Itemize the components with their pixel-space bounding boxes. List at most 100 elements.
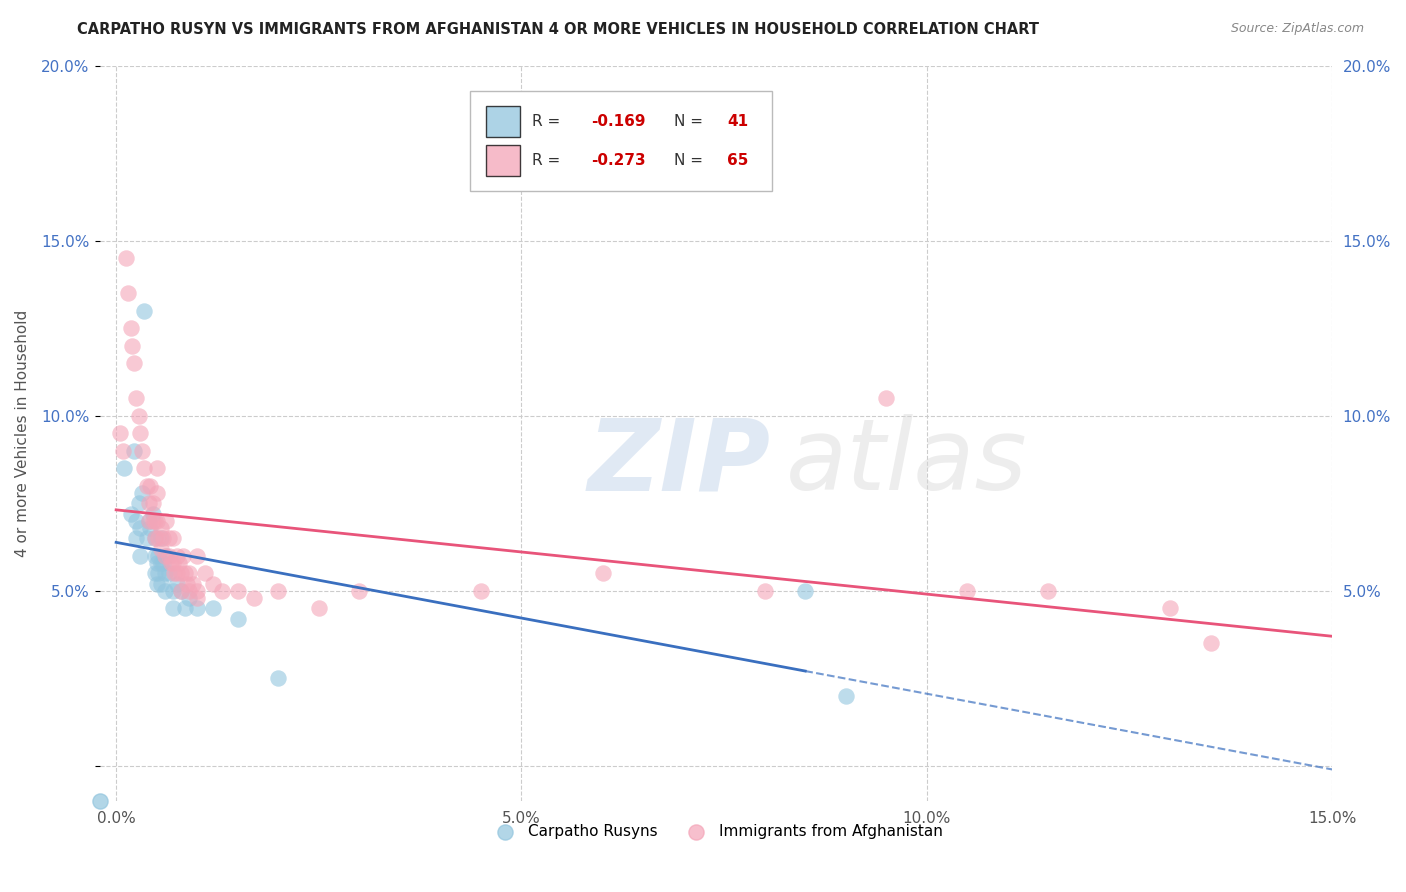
Point [470,583,492,598]
Point [157,531,180,545]
Point [226,612,249,626]
Point [194,566,217,581]
Point [202,601,225,615]
Point [142,514,165,528]
Point [153,583,176,598]
Point [1159,601,1181,615]
Point [1199,636,1222,650]
Point [174,601,197,615]
Point [1038,583,1060,598]
Point [166,549,188,563]
Point [128,409,150,423]
Text: atlas: atlas [786,414,1028,511]
Point [131,485,153,500]
FancyBboxPatch shape [470,91,772,191]
Point [170,583,193,598]
Point [592,566,614,581]
Text: 41: 41 [727,114,748,129]
Point [111,443,134,458]
Text: Source: ZipAtlas.com: Source: ZipAtlas.com [1230,22,1364,36]
Point [308,601,330,615]
Point [162,531,184,545]
Point [162,556,184,570]
Point [162,583,184,598]
Point [166,566,188,581]
Point [155,549,177,563]
Point [170,566,193,581]
Point [120,321,142,335]
Point [129,426,152,441]
Point [131,443,153,458]
Point [152,531,174,545]
Point [163,566,186,581]
Point [186,591,208,605]
Text: N =: N = [673,114,703,129]
Point [149,576,172,591]
Point [143,514,166,528]
Legend: Carpatho Rusyns, Immigrants from Afghanistan: Carpatho Rusyns, Immigrants from Afghani… [484,817,949,845]
Point [121,339,143,353]
Point [125,391,148,405]
Point [135,479,157,493]
Point [149,531,172,545]
Point [186,549,208,563]
Point [143,531,166,545]
Point [152,556,174,570]
Point [145,556,167,570]
Point [105,759,128,773]
Point [135,531,157,545]
Point [138,514,160,528]
Point [139,521,162,535]
Point [148,566,170,581]
Point [177,591,200,605]
Point [149,556,172,570]
Point [117,286,139,301]
Point [142,507,165,521]
Point [138,514,160,528]
Point [956,583,979,598]
Point [186,583,208,598]
Point [875,391,897,405]
Point [128,496,150,510]
Point [177,583,200,598]
Point [143,531,166,545]
Point [125,514,148,528]
Point [134,461,156,475]
Point [181,576,204,591]
Point [134,303,156,318]
Text: -0.169: -0.169 [592,114,647,129]
Point [115,251,138,265]
Point [186,601,208,615]
Point [226,583,249,598]
Point [148,549,170,563]
Point [160,556,183,570]
Point [794,583,817,598]
Point [155,514,177,528]
Point [129,521,152,535]
Text: 65: 65 [727,153,748,168]
Point [349,583,371,598]
Point [835,689,858,703]
Point [170,583,193,598]
Point [145,485,167,500]
Point [157,566,180,581]
Text: R =: R = [533,153,561,168]
Point [169,556,191,570]
Point [153,549,176,563]
Point [143,549,166,563]
Point [145,514,167,528]
Point [125,531,148,545]
Point [754,583,776,598]
Point [174,566,197,581]
Point [243,591,266,605]
Point [162,601,184,615]
FancyBboxPatch shape [485,106,520,137]
Point [172,549,194,563]
Point [122,443,145,458]
Point [149,541,172,556]
Point [267,583,290,598]
Text: CARPATHO RUSYN VS IMMIGRANTS FROM AFGHANISTAN 4 OR MORE VEHICLES IN HOUSEHOLD CO: CARPATHO RUSYN VS IMMIGRANTS FROM AFGHAN… [77,22,1039,37]
Y-axis label: 4 or more Vehicles in Household: 4 or more Vehicles in Household [15,310,30,557]
Text: ZIP: ZIP [588,414,770,511]
Point [120,507,142,521]
